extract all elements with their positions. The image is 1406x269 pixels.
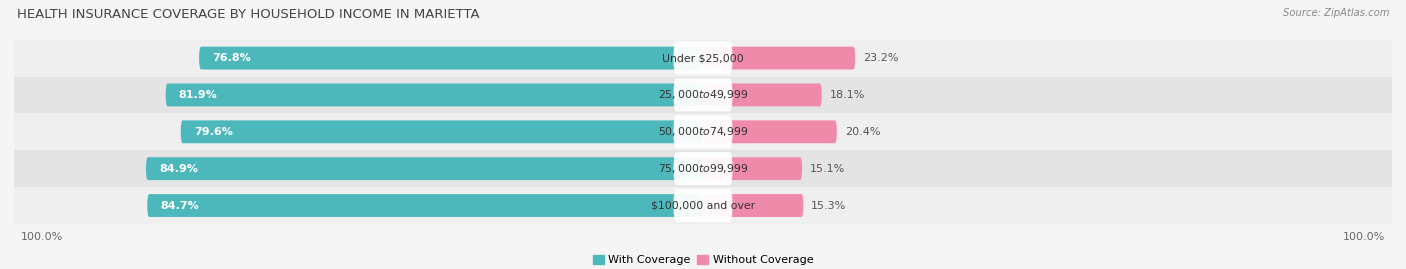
Text: 23.2%: 23.2% — [863, 53, 898, 63]
FancyBboxPatch shape — [703, 121, 837, 143]
FancyBboxPatch shape — [703, 83, 821, 106]
Text: $100,000 and over: $100,000 and over — [651, 200, 755, 211]
FancyBboxPatch shape — [673, 78, 733, 112]
Text: $75,000 to $99,999: $75,000 to $99,999 — [658, 162, 748, 175]
FancyBboxPatch shape — [703, 47, 855, 69]
FancyBboxPatch shape — [703, 157, 801, 180]
Text: $25,000 to $49,999: $25,000 to $49,999 — [658, 89, 748, 101]
FancyBboxPatch shape — [673, 189, 733, 222]
FancyBboxPatch shape — [703, 194, 803, 217]
FancyBboxPatch shape — [673, 152, 733, 185]
Text: $50,000 to $74,999: $50,000 to $74,999 — [658, 125, 748, 138]
Text: 100.0%: 100.0% — [21, 232, 63, 242]
Bar — [14, 187, 1392, 224]
Text: 84.7%: 84.7% — [160, 200, 200, 211]
Legend: With Coverage, Without Coverage: With Coverage, Without Coverage — [588, 250, 818, 269]
Text: 18.1%: 18.1% — [830, 90, 865, 100]
Text: 84.9%: 84.9% — [159, 164, 198, 174]
Bar — [14, 150, 1392, 187]
FancyBboxPatch shape — [166, 83, 703, 106]
Bar — [14, 40, 1392, 76]
Text: 15.1%: 15.1% — [810, 164, 845, 174]
FancyBboxPatch shape — [148, 194, 703, 217]
FancyBboxPatch shape — [200, 47, 703, 69]
Text: Source: ZipAtlas.com: Source: ZipAtlas.com — [1282, 8, 1389, 18]
FancyBboxPatch shape — [673, 115, 733, 148]
Text: 20.4%: 20.4% — [845, 127, 880, 137]
Text: 100.0%: 100.0% — [1343, 232, 1385, 242]
Text: 15.3%: 15.3% — [811, 200, 846, 211]
FancyBboxPatch shape — [181, 121, 703, 143]
Text: 76.8%: 76.8% — [212, 53, 250, 63]
Bar — [14, 76, 1392, 113]
FancyBboxPatch shape — [146, 157, 703, 180]
Bar — [14, 113, 1392, 150]
Text: Under $25,000: Under $25,000 — [662, 53, 744, 63]
FancyBboxPatch shape — [673, 41, 733, 75]
Text: 79.6%: 79.6% — [194, 127, 233, 137]
Text: 81.9%: 81.9% — [179, 90, 218, 100]
Text: HEALTH INSURANCE COVERAGE BY HOUSEHOLD INCOME IN MARIETTA: HEALTH INSURANCE COVERAGE BY HOUSEHOLD I… — [17, 8, 479, 21]
